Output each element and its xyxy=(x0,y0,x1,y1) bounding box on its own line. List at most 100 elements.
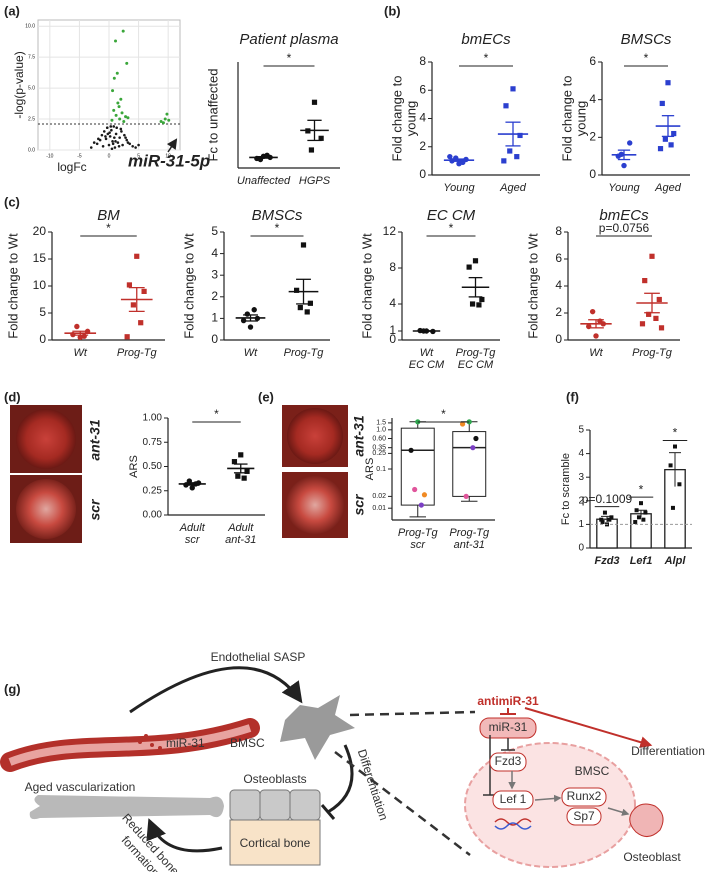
y-tick-label: 0.60 xyxy=(372,435,386,442)
significance-label: p=0.1009 xyxy=(582,492,633,506)
y-tick-label: 20 xyxy=(33,224,47,238)
data-point xyxy=(510,86,516,92)
data-point xyxy=(244,468,250,474)
data-point xyxy=(251,307,257,313)
chart-title: bmECs xyxy=(599,207,649,224)
y-tick-label: 4 xyxy=(211,246,218,260)
x-tick-label: 10 xyxy=(165,153,171,159)
x-tick-label: Prog-Tg xyxy=(398,527,439,539)
x-tick-label: EC CM xyxy=(409,359,445,371)
node xyxy=(489,752,527,772)
data-point xyxy=(167,118,171,122)
diagram: Endothelial SASP miR-31 Aged vasculariza… xyxy=(0,650,705,872)
data-point xyxy=(633,520,638,525)
significance-label: * xyxy=(639,482,644,496)
data-point xyxy=(112,125,116,128)
data-point xyxy=(134,253,140,259)
significance-label: * xyxy=(449,221,454,235)
label: miR-31 xyxy=(489,720,528,734)
data-point xyxy=(476,302,482,308)
x-tick-label: Adult xyxy=(179,522,206,534)
data-point xyxy=(81,333,87,339)
y-tick-label: 5 xyxy=(39,305,46,319)
data-point xyxy=(641,517,646,522)
x-tick-label: Prog-Tg xyxy=(449,527,490,539)
x-tick-label: Prog-Tg xyxy=(117,347,158,359)
data-point xyxy=(165,112,169,116)
data-point xyxy=(95,142,99,146)
y-tick-label: 4 xyxy=(589,92,596,106)
data-point xyxy=(665,80,671,86)
x-tick-label: Aged xyxy=(654,182,682,194)
data-point xyxy=(244,311,251,317)
x-tick-label: Fzd3 xyxy=(594,555,619,567)
data-point xyxy=(163,117,167,121)
label: Lef 1 xyxy=(500,792,527,806)
y-tick-label: 7.5 xyxy=(28,54,35,60)
y-tick-label: 0.25 xyxy=(372,450,386,457)
y-tick-label: 0 xyxy=(211,332,218,346)
photo-label: scr xyxy=(351,493,367,516)
photo-label: scr xyxy=(87,498,103,521)
x-tick-label: scr xyxy=(185,534,201,546)
x-axis-label: logFc xyxy=(57,160,86,174)
y-tick-label: 4 xyxy=(389,296,396,310)
photos: ant-31 scr ant-31 scr xyxy=(10,405,367,543)
dna xyxy=(494,822,532,830)
x-tick-label: HGPS xyxy=(299,175,331,187)
y-tick-label: 2 xyxy=(578,495,584,506)
arrow xyxy=(129,666,303,714)
x-tick-label: Wt xyxy=(589,347,603,359)
y-tick-label: 2.5 xyxy=(28,116,35,122)
label: Runx2 xyxy=(567,789,602,803)
data-point xyxy=(297,305,303,311)
y-tick-label: 5 xyxy=(211,224,218,238)
y-tick-label: 4 xyxy=(555,278,562,292)
y-tick-label: 1 xyxy=(578,519,584,530)
data-point xyxy=(116,141,120,144)
y-tick-label: 8 xyxy=(389,260,396,274)
data-point xyxy=(125,61,129,65)
y-tick-label: 6 xyxy=(555,251,562,265)
x-tick-label: Prog-Tg xyxy=(284,347,325,359)
y-tick-label: 4 xyxy=(578,448,584,459)
y-tick-label: 0 xyxy=(589,167,596,181)
x-tick-label: -5 xyxy=(77,153,82,159)
data-point xyxy=(646,311,652,317)
data-point xyxy=(231,459,238,465)
mirna-dots xyxy=(138,734,162,754)
well xyxy=(16,409,76,469)
data-point xyxy=(124,136,127,139)
y-tick-label: 0 xyxy=(39,332,46,346)
data-point xyxy=(100,133,104,137)
data-point xyxy=(472,258,479,264)
data-point xyxy=(609,515,614,520)
data-point xyxy=(131,144,134,148)
y-tick-label: 4 xyxy=(419,111,426,125)
y-tick-label: 6 xyxy=(419,82,426,96)
panel-label: (b) xyxy=(384,3,401,18)
data-point xyxy=(418,502,424,508)
x-tick-label: Young xyxy=(443,182,475,194)
data-point xyxy=(125,138,129,142)
data-point xyxy=(113,146,117,149)
x-tick-label: ant-31 xyxy=(454,539,485,551)
y-tick-label: 0.0 xyxy=(28,147,35,153)
data-point xyxy=(117,105,121,109)
data-point xyxy=(627,140,633,146)
data-point xyxy=(659,100,665,107)
y-tick-label: 3 xyxy=(578,472,584,483)
data-point xyxy=(639,501,643,506)
osteoblast-cell xyxy=(259,789,291,821)
data-point xyxy=(92,141,96,144)
label: Differentiation xyxy=(355,747,391,822)
data-point xyxy=(118,136,121,139)
label: miR-31 xyxy=(166,736,205,750)
data-point xyxy=(114,140,117,143)
data-point xyxy=(106,132,110,136)
chart-title: Patient plasma xyxy=(239,31,338,48)
vessel-lumen xyxy=(8,724,252,766)
data-point xyxy=(111,142,115,146)
data-point xyxy=(408,447,414,453)
